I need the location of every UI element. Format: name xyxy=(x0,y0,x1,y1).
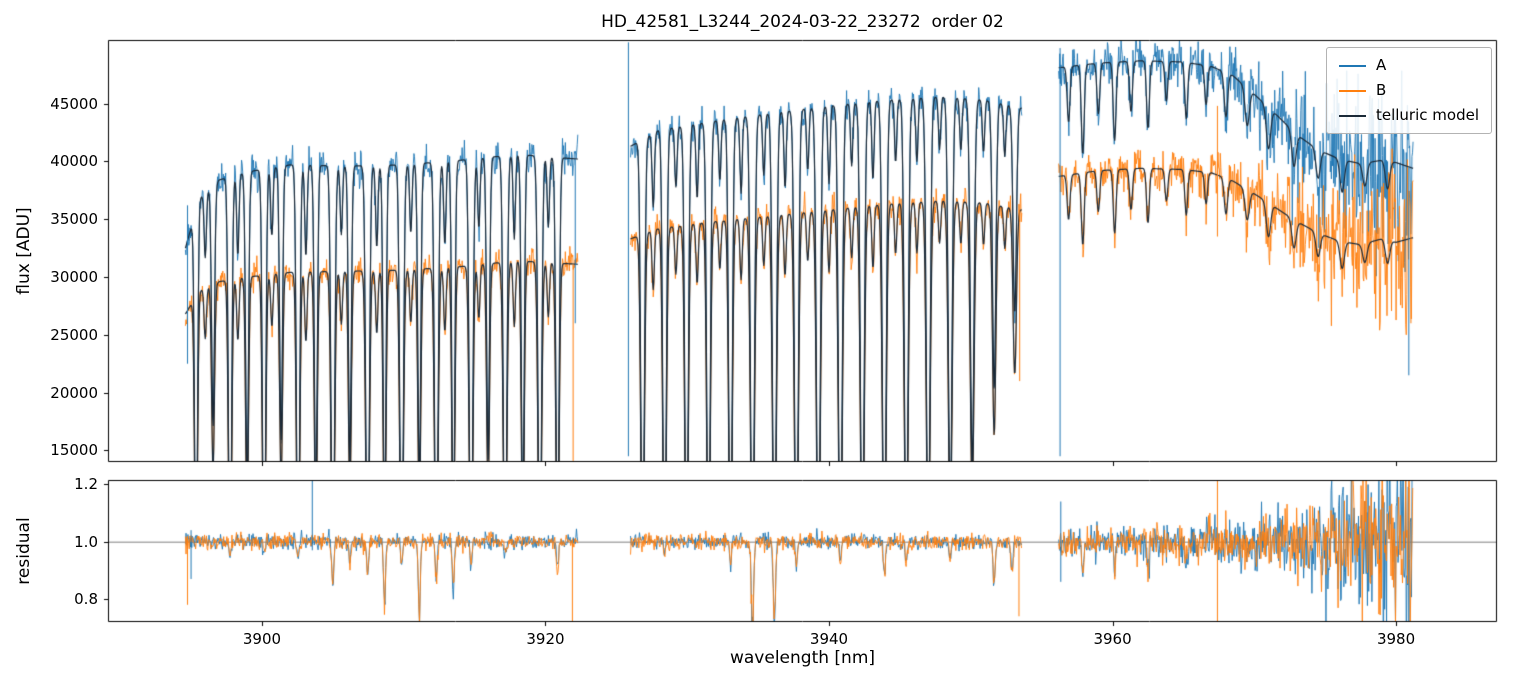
legend-entry-b: B xyxy=(1338,81,1479,99)
legend-line-telluric-swatch xyxy=(1338,114,1366,117)
flux-tick-label: 45000 xyxy=(50,94,98,113)
flux-tick-label: 40000 xyxy=(50,152,98,171)
legend-entry-a: A xyxy=(1338,56,1479,74)
legend-label-telluric: telluric model xyxy=(1375,106,1479,124)
legend-label-a: A xyxy=(1375,56,1387,74)
plot-title: HD_42581_L3244_2024-03-22_23272 order 02 xyxy=(601,12,1004,32)
flux-tick-label: 15000 xyxy=(50,441,98,460)
legend-label-b: B xyxy=(1375,81,1387,99)
x-tick-label: 3940 xyxy=(809,630,849,648)
x-tick-label: 3920 xyxy=(526,630,565,648)
x-tick-label: 3900 xyxy=(242,630,282,648)
legend-line-b-swatch xyxy=(1338,89,1366,92)
legend-box: A B telluric model xyxy=(1325,47,1492,134)
residual-tick-label: 1.0 xyxy=(74,532,98,551)
residual-axis-label: residual xyxy=(14,517,34,585)
legend-entry-telluric-model: telluric model xyxy=(1338,106,1479,124)
legend-line-a-swatch xyxy=(1338,64,1366,67)
residual-tick-label: 0.8 xyxy=(74,590,98,609)
x-tick-label: 3960 xyxy=(1093,630,1132,648)
flux-tick-label: 35000 xyxy=(50,210,98,229)
wavelength-axis-label: wavelength [nm] xyxy=(729,648,876,668)
flux-tick-label: 25000 xyxy=(50,325,98,344)
flux-tick-label: 30000 xyxy=(50,268,98,286)
x-tick-label: 3980 xyxy=(1376,630,1416,648)
flux-tick-label: 20000 xyxy=(50,383,98,402)
residual-tick-label: 1.2 xyxy=(74,475,98,494)
